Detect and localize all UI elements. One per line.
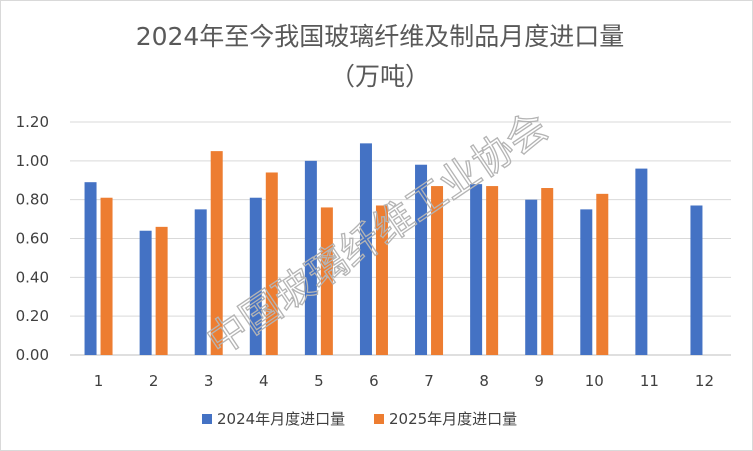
bar-2024-month-4 (249, 197, 262, 355)
bar-2024-month-3 (194, 209, 207, 355)
bar-2025-month-6 (375, 205, 388, 355)
bar-2025-month-4 (265, 172, 278, 355)
gridlines (70, 121, 731, 356)
bar-2025-month-10 (596, 193, 609, 355)
bar-2025-month-5 (320, 207, 333, 355)
y-tick-label: 0.40 (16, 268, 49, 286)
y-tick-label: 0.20 (16, 307, 49, 325)
legend: 2024年月度进口量 2025年月度进口量 (202, 410, 517, 428)
chart-subtitle: （万吨） (330, 62, 430, 91)
bars (84, 143, 703, 355)
bar-2024-month-12 (690, 205, 703, 355)
y-tick-label: 0.80 (16, 191, 49, 209)
y-tick-label: 0.00 (16, 346, 49, 364)
x-tick-label: 7 (424, 372, 434, 390)
x-tick-label: 3 (204, 372, 214, 390)
bar-2025-month-3 (210, 151, 223, 355)
x-tick-label: 5 (314, 372, 324, 390)
x-tick-label: 1 (94, 372, 104, 390)
bar-2025-month-9 (541, 188, 554, 355)
bar-2024-month-10 (580, 209, 593, 355)
bar-2024-month-7 (415, 164, 428, 355)
legend-swatch (374, 414, 384, 424)
legend-label: 2024年月度进口量 (217, 410, 345, 428)
x-tick-label: 10 (585, 372, 604, 390)
bar-2024-month-11 (635, 168, 648, 355)
x-tick-label: 11 (640, 372, 659, 390)
legend-label: 2025年月度进口量 (389, 410, 517, 428)
x-tick-label: 2 (149, 372, 159, 390)
bar-2024-month-5 (304, 160, 317, 355)
x-tick-label: 8 (479, 372, 489, 390)
y-tick-label: 0.60 (16, 230, 49, 248)
x-tick-label: 6 (369, 372, 379, 390)
x-tick-label: 9 (534, 372, 544, 390)
x-tick-label: 12 (695, 372, 714, 390)
bar-2025-month-1 (100, 197, 113, 355)
bar-2025-month-8 (486, 186, 499, 355)
x-tick-label: 4 (259, 372, 269, 390)
bar-2024-month-6 (359, 143, 372, 355)
y-axis-ticks: 0.00 0.20 0.40 0.60 0.80 1.00 1.20 (16, 113, 49, 364)
y-tick-label: 1.20 (16, 113, 49, 131)
bar-2024-month-8 (470, 184, 483, 355)
x-axis-ticks: 1 2 3 4 5 6 7 8 9 10 11 12 (94, 372, 714, 390)
bar-2024-month-1 (84, 182, 97, 355)
legend-swatch (202, 414, 212, 424)
bar-2024-month-2 (139, 230, 152, 355)
bar-2024-month-9 (525, 199, 538, 355)
bar-2025-month-2 (155, 226, 168, 355)
chart-title: 2024年至今我国玻璃纤维及制品月度进口量 (136, 22, 625, 51)
bar-2025-month-7 (431, 186, 444, 355)
y-tick-label: 1.00 (16, 152, 49, 170)
